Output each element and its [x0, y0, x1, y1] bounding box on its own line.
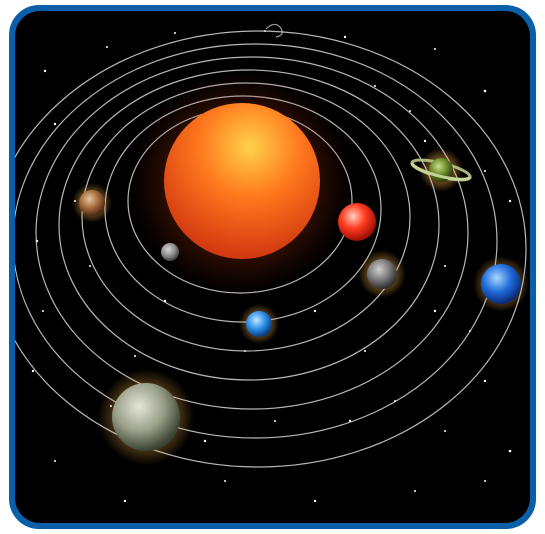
image-frame — [9, 5, 536, 529]
planet-earth-icon — [246, 311, 272, 337]
planet-saturn-icon — [410, 148, 472, 192]
space-background — [15, 11, 530, 523]
sun-icon — [164, 103, 320, 259]
planet-venus-icon — [338, 203, 376, 241]
planet-mercury-icon — [161, 243, 179, 261]
planet-mars-icon — [79, 190, 105, 216]
orbit-tail — [265, 23, 283, 38]
planet-uranus-icon — [367, 259, 397, 289]
planet-neptune-icon — [481, 264, 521, 304]
solar-system-illustration — [15, 23, 529, 503]
planet-jupiter-icon — [112, 383, 180, 451]
